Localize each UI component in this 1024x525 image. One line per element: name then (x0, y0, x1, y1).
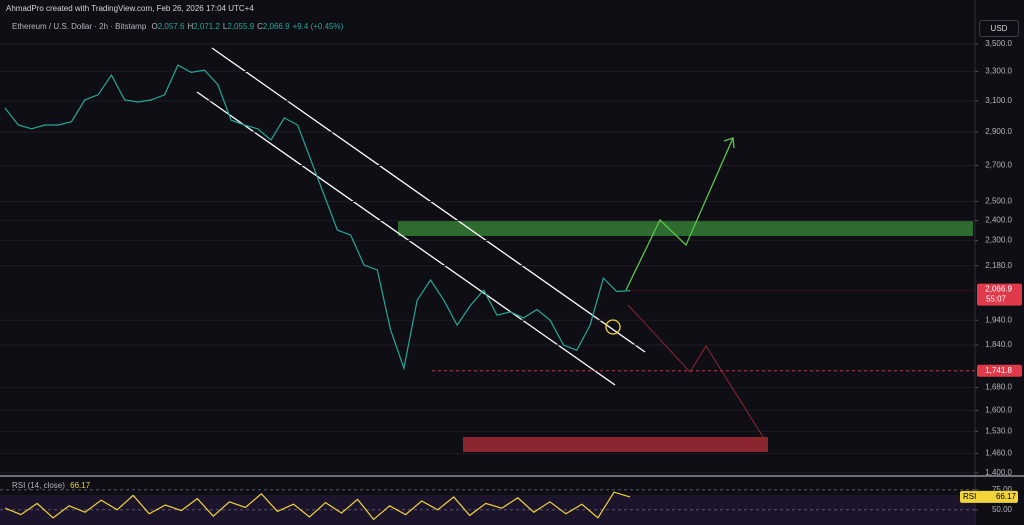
y-tick-label: 1,460.0 (985, 448, 1012, 457)
ohlc-value: 2,055.9 (227, 22, 255, 31)
rsi-header: RSI (14, close) 66.17 (12, 481, 93, 490)
rsi-title: RSI (14, close) (12, 481, 65, 490)
last-price-box (977, 283, 1022, 306)
low-label-box (977, 364, 1022, 377)
bull-path (625, 137, 734, 291)
y-tick-label: 75.00 (992, 485, 1013, 494)
y-tick-label: 1,600.0 (985, 406, 1012, 415)
ohlc-key: L (222, 22, 228, 31)
rsi-value: 66.17 (70, 481, 91, 490)
currency-button[interactable]: USD (979, 20, 1019, 37)
bull-arrowhead (723, 137, 735, 149)
y-tick-label: 2,900.0 (985, 127, 1012, 136)
last-price-label: 2,066.9 (985, 285, 1012, 294)
y-tick-label: 1,940.0 (985, 315, 1012, 324)
rsi-line (4, 491, 631, 521)
y-tick-label: 3,100.0 (985, 96, 1012, 105)
ohlc-value: 2,071.2 (193, 22, 220, 31)
rsi-badge: RSI (963, 492, 976, 501)
y-tick-label: 2,400.0 (985, 216, 1012, 225)
y-tick-label: 1,530.0 (985, 427, 1012, 436)
ohlc-key: H (187, 22, 194, 31)
rsi-label-box (960, 490, 1018, 503)
y-tick-label: 2,500.0 (985, 197, 1012, 206)
ohlc-key: O (151, 22, 158, 31)
y-tick-label: 3,500.0 (985, 39, 1012, 48)
symbol-line: Ethereum / U.S. Dollar · 2h · Bitstamp O… (12, 22, 346, 31)
ohlc-value: 2,057.6 (157, 22, 185, 31)
credit: AhmadPro created with TradingView.com, F… (6, 4, 254, 13)
ohlc-key: C (257, 22, 263, 31)
y-tick-label: 2,700.0 (985, 161, 1012, 170)
countdown: 55:07 (986, 295, 1007, 304)
ohlc-value: 2,066.9 (262, 22, 290, 31)
channel-upper (211, 47, 646, 353)
breakout-marker (605, 319, 621, 335)
y-tick-label: 50.00 (992, 505, 1013, 514)
y-tick-label: 1,840.0 (985, 340, 1012, 349)
y-tick-label: 1,680.0 (985, 383, 1012, 392)
price-change: +9.4 (+0.45%) (292, 22, 344, 31)
y-tick-label: 1,400.0 (985, 468, 1012, 477)
channel-lower (196, 91, 616, 386)
low-label: 1,741.8 (985, 366, 1012, 375)
y-tick-label: 2,180.0 (985, 261, 1012, 270)
resistance-zone (398, 221, 973, 236)
bear-path (627, 304, 766, 441)
series-layer (0, 43, 975, 521)
target-zone (463, 437, 768, 452)
rsi-axis-value: 66.17 (996, 492, 1017, 501)
price-line (4, 64, 631, 371)
y-tick-label: 3,300.0 (985, 67, 1012, 76)
y-tick-label: 2,300.0 (985, 236, 1012, 245)
symbol-title: Ethereum / U.S. Dollar · 2h · Bitstamp (12, 22, 147, 31)
